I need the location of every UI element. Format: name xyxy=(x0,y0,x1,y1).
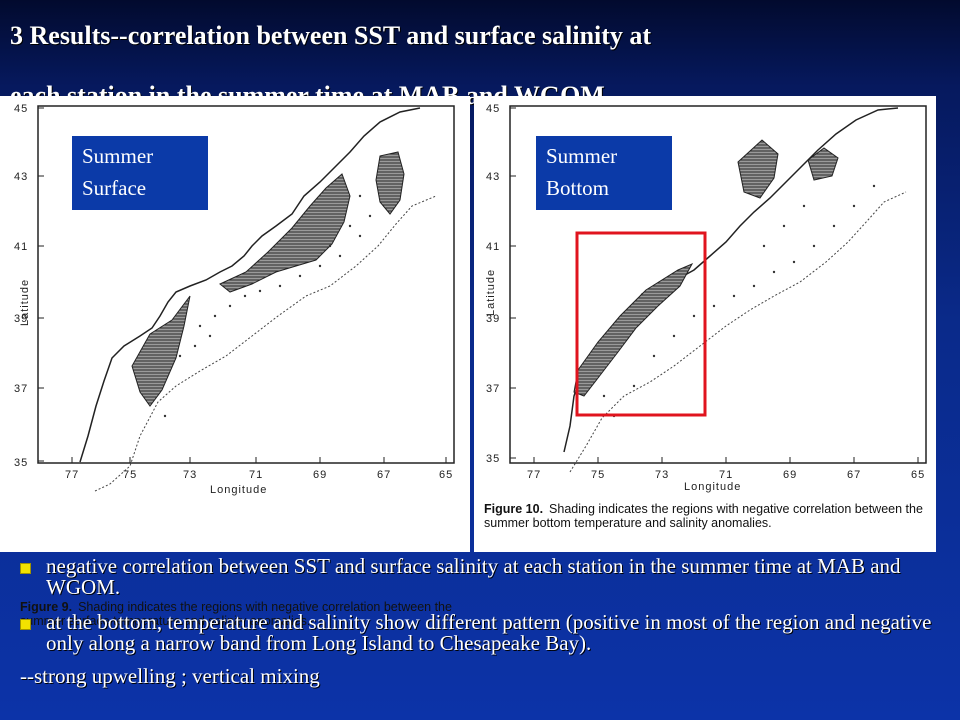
label-summer-surface: Summer Surface xyxy=(72,136,208,210)
x-tick-label: 71 xyxy=(249,469,263,481)
shaded-region-gom-west xyxy=(219,173,351,293)
x-tick-label: 71 xyxy=(719,469,733,481)
map-summer-bottom: 45 43 41 39 37 35 Latitude 77 75 73 71 6… xyxy=(485,103,927,493)
x-tick-label: 77 xyxy=(527,469,541,481)
map-frame xyxy=(509,105,927,464)
y-tick-label: 35 xyxy=(486,453,500,465)
y-ticks: 45 43 41 39 37 35 xyxy=(14,103,44,469)
y-tick-label: 41 xyxy=(486,241,500,253)
x-tick-label: 67 xyxy=(377,469,391,481)
bullet-list: negative correlation between SST and sur… xyxy=(18,556,948,687)
x-tick-label: 73 xyxy=(183,469,197,481)
caption-text: Shading indicates the regions with negat… xyxy=(20,600,452,628)
y-tick-label: 35 xyxy=(14,457,28,469)
station-markers xyxy=(163,194,372,418)
bullet-square-icon xyxy=(20,619,31,630)
y-tick-label: 45 xyxy=(14,103,28,115)
shaded-region-gom-east xyxy=(375,151,405,215)
y-axis-label: Latitude xyxy=(485,269,497,316)
bullet-item: at the bottom, temperature and salinity … xyxy=(18,612,948,654)
x-tick-label: 69 xyxy=(313,469,327,481)
y-tick-label: 41 xyxy=(14,241,28,253)
bullet-item: negative correlation between SST and sur… xyxy=(18,556,948,598)
coastline xyxy=(79,107,421,463)
title-line-1: 3 Results--correlation between SST and s… xyxy=(10,21,652,50)
map-frame xyxy=(37,105,455,464)
figure-caption: Figure 9. Shading indicates the regions w… xyxy=(20,600,460,628)
bullet-text: at the bottom, temperature and salinity … xyxy=(46,610,932,655)
y-tick-label: 37 xyxy=(14,383,28,395)
x-tick-label: 75 xyxy=(591,469,605,481)
label-line-1: Summer xyxy=(82,144,154,168)
label-line-2: Bottom xyxy=(546,176,610,200)
y-tick-label: 37 xyxy=(486,383,500,395)
slide-title: 3 Results--correlation between SST and s… xyxy=(10,6,950,126)
highlight-box xyxy=(575,231,707,417)
label-summer-bottom: Summer Bottom xyxy=(536,136,672,210)
note-text: --strong upwelling ; vertical mixing xyxy=(20,664,320,688)
bullet-square-icon xyxy=(20,563,31,574)
shaded-region-gom-east xyxy=(807,147,839,181)
x-axis-label: Longitude xyxy=(684,481,741,493)
bullet-text: negative correlation between SST and sur… xyxy=(46,554,901,599)
x-tick-label: 69 xyxy=(783,469,797,481)
label-line-2: Surface xyxy=(82,176,147,200)
figure-summer-surface: 45 43 41 39 37 35 Latitude 77 75 73 71 6… xyxy=(0,96,470,628)
y-axis-label: Latitude xyxy=(19,279,31,326)
label-line-1: Summer xyxy=(546,144,618,168)
x-ticks: 77 75 73 71 69 67 65 xyxy=(527,457,925,481)
x-tick-label: 65 xyxy=(439,469,453,481)
y-tick-label: 43 xyxy=(14,171,28,183)
caption-number: Figure 9. xyxy=(20,600,73,614)
caption-text: Shading indicates the regions with negat… xyxy=(484,502,923,530)
x-tick-label: 67 xyxy=(847,469,861,481)
shelf-break-line xyxy=(94,195,437,492)
shaded-band-longisland-chesapeake xyxy=(573,262,694,397)
figure-caption: Figure 10. Shading indicates the regions … xyxy=(484,502,930,530)
x-ticks: 77 75 73 71 69 67 65 xyxy=(65,457,453,481)
map-summer-surface: 45 43 41 39 37 35 Latitude 77 75 73 71 6… xyxy=(14,103,455,496)
y-tick-label: 39 xyxy=(14,313,28,325)
caption-number: Figure 10. xyxy=(484,502,544,516)
y-ticks: 45 43 41 39 37 35 xyxy=(486,103,516,465)
y-tick-label: 43 xyxy=(486,171,500,183)
x-tick-label: 75 xyxy=(123,469,137,481)
shaded-region-mab xyxy=(131,295,191,407)
x-tick-label: 77 xyxy=(65,469,79,481)
x-tick-label: 73 xyxy=(655,469,669,481)
x-tick-label: 65 xyxy=(911,469,925,481)
shelf-break-line xyxy=(569,191,907,473)
y-tick-label: 45 xyxy=(486,103,500,115)
x-axis-label: Longitude xyxy=(210,484,267,496)
shaded-region-gom xyxy=(737,139,779,199)
y-tick-label: 39 xyxy=(486,313,500,325)
